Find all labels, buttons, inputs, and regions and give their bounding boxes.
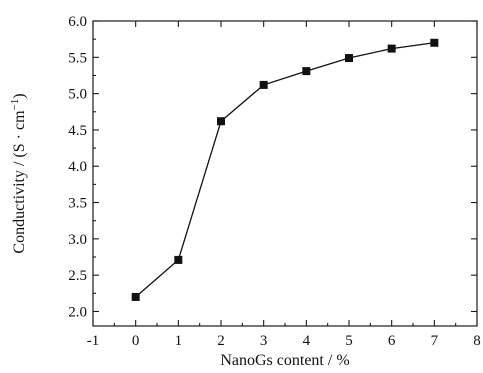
y-axis-title-exponent: −1 <box>9 99 21 111</box>
x-tick-label: 7 <box>431 333 439 349</box>
y-tick-label: 2.0 <box>68 304 87 320</box>
x-tick-label: 1 <box>175 333 183 349</box>
x-tick-label: 6 <box>388 333 396 349</box>
x-tick-label: 3 <box>260 333 268 349</box>
x-tick-label: 4 <box>303 333 311 349</box>
y-tick-label: 2.5 <box>68 268 87 284</box>
x-tick-label: 5 <box>345 333 353 349</box>
y-tick-label: 3.0 <box>68 232 87 248</box>
data-point <box>302 67 311 76</box>
x-tick-label: -1 <box>87 333 100 349</box>
x-tick-label: 2 <box>217 333 225 349</box>
x-tick-label: 8 <box>473 333 481 349</box>
y-axis-title-main: Conductivity / (S · cm <box>11 110 28 254</box>
y-tick-label: 5.5 <box>68 50 87 66</box>
data-point <box>217 117 225 126</box>
data-point <box>259 80 268 89</box>
data-point <box>131 292 140 301</box>
data-point <box>345 54 353 63</box>
series-line <box>135 42 435 298</box>
data-series <box>131 38 439 301</box>
data-point <box>430 38 439 47</box>
data-point <box>174 255 183 264</box>
x-axis-title: NanoGs content / % <box>220 352 349 369</box>
x-tick-label: 0 <box>132 333 140 349</box>
y-axis-title-suffix: ) <box>11 93 28 98</box>
y-tick-label: 4.0 <box>68 159 87 175</box>
y-tick-label: 3.5 <box>68 196 87 212</box>
plot-frame <box>92 20 478 327</box>
data-point <box>387 44 396 53</box>
y-axis-title: Conductivity / (S · cm−1) <box>9 93 28 253</box>
y-tick-label: 6.0 <box>68 14 87 30</box>
y-tick-label: 4.5 <box>68 123 87 139</box>
y-tick-label: 5.0 <box>68 87 87 103</box>
axes: -1 0 1 2 3 4 5 6 7 8 2.0 2.5 3.0 3.5 4.0 4.5 5.0 5.5 6.0 <box>68 14 481 349</box>
